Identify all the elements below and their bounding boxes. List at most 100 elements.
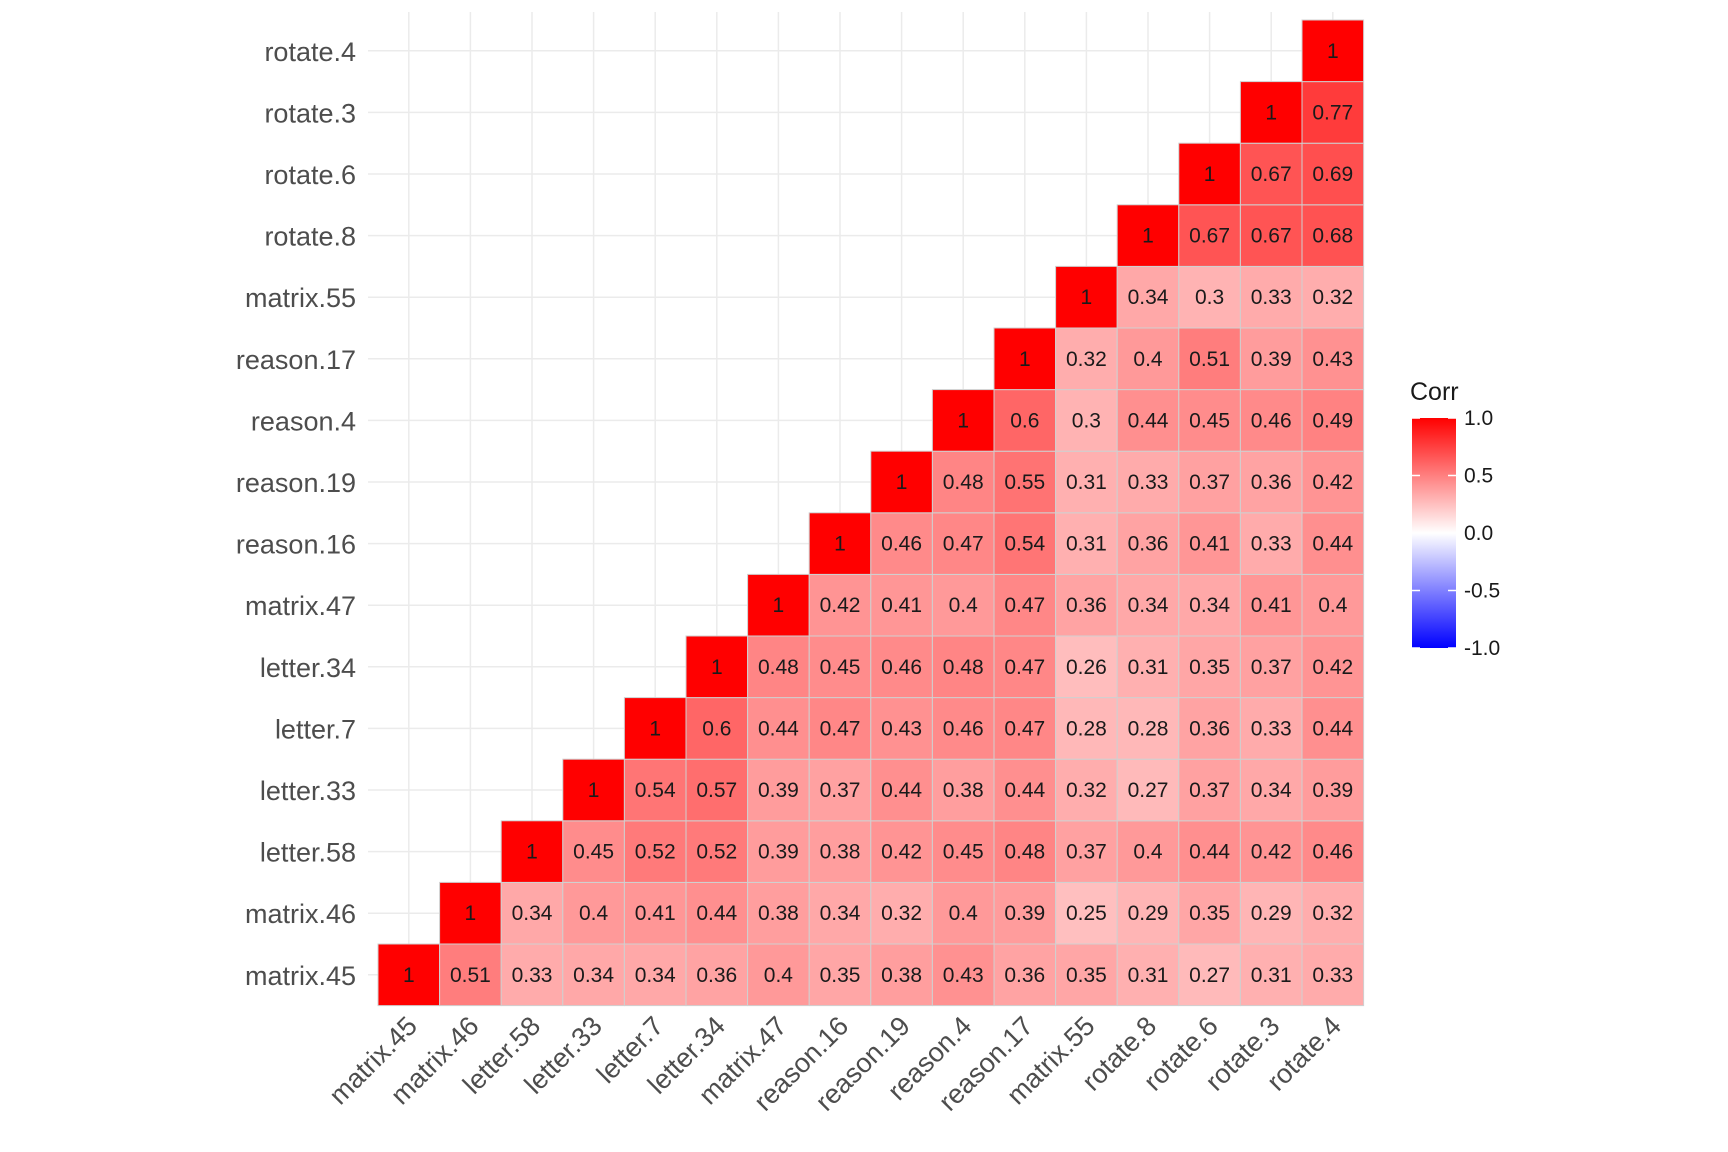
cell-value-label: 0.33 [512, 964, 553, 987]
cell-value-label: 0.44 [696, 902, 737, 925]
cell-value-label: 0.4 [579, 902, 609, 925]
heatmap-cell [623, 758, 687, 822]
cell-value-label: 0.47 [943, 533, 984, 556]
cell-value-label: 0.39 [758, 779, 799, 802]
cell-value-label: 0.26 [1066, 656, 1107, 679]
cell-value-label: 0.45 [573, 841, 614, 864]
cell-value-label: 0.4 [1318, 594, 1348, 617]
heatmap-cell [870, 758, 933, 822]
cell-value-label: 0.38 [758, 902, 799, 925]
legend-tick-label: 0.0 [1464, 522, 1493, 545]
cell-value-label: 0.4 [949, 594, 979, 617]
legend: Corr 1.0 0.5 0.0 -0.5 -1.0 [1410, 378, 1500, 660]
y-axis-tick-labels: matrix.45 matrix.46 letter.58 letter.33 lett… [236, 37, 356, 991]
cell-value-label: 1 [957, 409, 969, 432]
heatmap-cell [993, 943, 1057, 1007]
legend-title: Corr [1410, 378, 1459, 406]
cell-value-label: 1 [1265, 101, 1277, 124]
heatmap-cell [931, 881, 995, 945]
cell-value-label: 0.46 [1312, 841, 1353, 864]
cell-value-label: 0.28 [1066, 717, 1107, 740]
cell-value-label: 0.41 [1189, 533, 1230, 556]
heatmap-cell [1301, 943, 1365, 1007]
cell-value-label: 0.33 [1251, 717, 1292, 740]
cell-value-label: 0.36 [1251, 471, 1292, 494]
cell-value-label: 0.34 [1128, 286, 1169, 309]
y-tick-label: matrix.45 [245, 961, 356, 991]
cell-value-label: 0.57 [696, 779, 737, 802]
heatmap-cell [993, 635, 1057, 699]
cell-value-label: 0.34 [635, 964, 676, 987]
heatmap-cell [1178, 697, 1241, 760]
y-tick-label: rotate.3 [264, 98, 356, 128]
heatmap-cell [1301, 389, 1365, 452]
heatmap-cell [1178, 820, 1241, 883]
cell-value-label: 1 [1142, 225, 1154, 248]
cell-value-label: 0.32 [881, 902, 922, 925]
heatmap-cell [931, 635, 995, 699]
cell-value-label: 0.37 [1251, 656, 1292, 679]
cell-value-label: 0.45 [943, 841, 984, 864]
heatmap-cell [1055, 573, 1118, 637]
heatmap-cell [439, 881, 502, 945]
cell-value-label: 0.6 [702, 717, 731, 740]
y-tick-label: rotate.8 [264, 222, 356, 252]
heatmap-cell [1239, 635, 1303, 699]
y-tick-label: letter.33 [260, 776, 356, 806]
cell-value-label: 0.29 [1251, 902, 1292, 925]
y-tick-label: reason.17 [236, 345, 356, 375]
cell-value-label: 0.35 [1189, 902, 1230, 925]
legend-ticks: 1.0 0.5 0.0 -0.5 -1.0 [1412, 407, 1500, 660]
heatmap-cell [685, 820, 749, 883]
cell-value-label: 0.35 [820, 964, 861, 987]
x-axis-tick-labels: matrix.45matrix.46letter.58letter.33lett… [323, 1011, 1347, 1117]
cell-value-label: 1 [588, 779, 600, 802]
cell-value-label: 0.41 [1251, 594, 1292, 617]
cell-value-label: 0.68 [1312, 225, 1353, 248]
cell-value-label: 0.34 [820, 902, 861, 925]
heatmap-cell [747, 573, 810, 637]
cell-value-label: 0.39 [1251, 348, 1292, 371]
cell-value-label: 0.55 [1004, 471, 1045, 494]
cell-value-label: 0.29 [1128, 902, 1169, 925]
cell-value-label: 0.34 [1251, 779, 1292, 802]
heatmap-cell [747, 943, 810, 1007]
cell-value-label: 0.33 [1312, 964, 1353, 987]
cell-value-label: 0.48 [1004, 841, 1045, 864]
cell-value-label: 0.4 [949, 902, 979, 925]
cell-value-label: 0.32 [1312, 286, 1353, 309]
heatmap-cell [1055, 327, 1118, 391]
heatmap-cell [562, 758, 625, 822]
y-tick-label: rotate.4 [264, 37, 356, 67]
cell-value-label: 0.44 [1312, 533, 1353, 556]
heatmap-cell [1301, 204, 1365, 267]
heatmap-cell [808, 881, 872, 945]
y-tick-label: letter.7 [275, 714, 356, 744]
cell-value-label: 0.6 [1010, 409, 1039, 432]
cell-value-label: 0.39 [758, 841, 799, 864]
cell-value-label: 0.38 [820, 841, 861, 864]
legend-tick-label: 0.5 [1464, 465, 1493, 488]
heatmap-cell [1239, 573, 1303, 637]
heatmap-cell [808, 697, 872, 760]
heatmap-cell [1116, 450, 1180, 514]
cell-value-label: 0.31 [1066, 533, 1107, 556]
cell-value-label: 0.35 [1066, 964, 1107, 987]
heatmap-cell [1239, 204, 1303, 267]
cell-value-label: 0.31 [1128, 964, 1169, 987]
cell-value-label: 1 [1019, 348, 1031, 371]
cell-value-label: 0.42 [1312, 656, 1353, 679]
heatmap-cell [1301, 573, 1365, 637]
heatmap-cell [623, 943, 687, 1007]
heatmap-cell [993, 881, 1057, 945]
heatmap-cell [1055, 697, 1118, 760]
cell-value-label: 0.33 [1251, 533, 1292, 556]
cell-value-label: 0.45 [820, 656, 861, 679]
heatmap-cell [1301, 697, 1365, 760]
heatmap-cell [870, 635, 933, 699]
cell-value-label: 0.48 [943, 471, 984, 494]
cell-value-label: 0.35 [1189, 656, 1230, 679]
heatmap-cell [685, 635, 749, 699]
heatmap-cell [747, 697, 810, 760]
cell-value-label: 0.43 [881, 717, 922, 740]
